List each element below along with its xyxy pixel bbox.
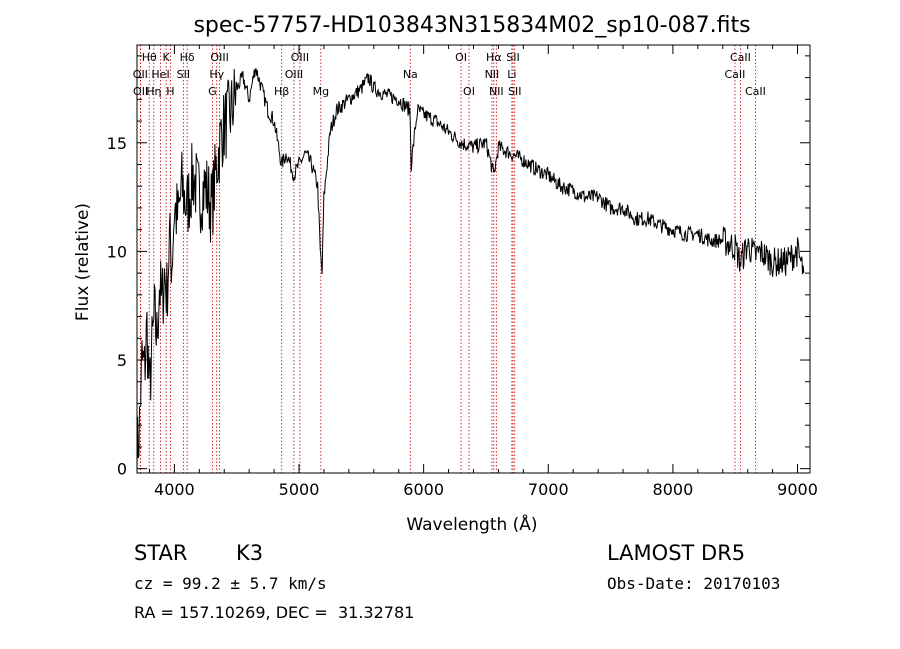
plot-frame [136, 44, 811, 474]
chart-title: spec-57757-HD103843N315834M02_sp10-087.f… [193, 13, 750, 38]
survey-name: LAMOST DR5 [607, 541, 746, 565]
spectral-line-label: HeI [151, 68, 169, 81]
spectral-line-label: SII [506, 51, 519, 64]
spectral-line-label: G [208, 85, 217, 98]
spectral-line-label: Mg [313, 85, 329, 98]
spectral-line-label: NII [485, 68, 500, 81]
spectral-line-label: SII [508, 85, 521, 98]
spectral-line-label: H [166, 85, 174, 98]
x-axis: 4000 5000 6000 7000 8000 9000 [148, 45, 818, 499]
spectral-subclass: K3 [236, 541, 264, 565]
spectral-line-label: OI [455, 51, 467, 64]
spectral-line-label: CaII [745, 85, 766, 98]
spectral-line-label: OII [133, 68, 148, 81]
spectral-line-label: Hγ [209, 68, 224, 81]
spectral-line-label: OI [463, 85, 475, 98]
spectral-line-label: OIII [285, 68, 303, 81]
redshift-cz: cz = 99.2 ± 5.7 km/s [134, 574, 327, 593]
spectral-line-label: Hδ [180, 51, 195, 64]
spectral-line-label: Na [403, 68, 418, 81]
spectral-line-label: SII [177, 68, 190, 81]
spectral-line-label: Li [507, 68, 516, 81]
spectral-line-label: K [163, 51, 171, 64]
y-tick-label: 15 [107, 134, 127, 153]
spectrum-line [136, 68, 805, 474]
object-type: STAR [134, 541, 188, 565]
spectral-line-label: Hη [146, 85, 161, 98]
x-tick-label: 5000 [279, 480, 320, 499]
x-axis-label: Wavelength (Å) [406, 513, 537, 535]
spectral-line-label: OIII [291, 51, 309, 64]
spectral-line-label: CaII [730, 51, 751, 64]
x-tick-label: 8000 [653, 480, 694, 499]
observation-date: Obs-Date: 20170103 [607, 574, 781, 593]
spectral-line-label: CaII [725, 68, 746, 81]
y-tick-label: 5 [117, 351, 127, 370]
x-tick-label: 7000 [528, 480, 569, 499]
spectral-line-label: NII [489, 85, 504, 98]
y-axis-label: Flux (relative) [73, 203, 93, 321]
spectral-line-label: Hα [486, 51, 502, 64]
spectral-line-label: Hβ [274, 85, 289, 98]
coordinates: RA = 157.10269, DEC = 31.32781 [134, 603, 415, 622]
x-tick-label: 6000 [403, 480, 444, 499]
y-tick-label: 0 [117, 460, 127, 479]
x-tick-label: 9000 [777, 480, 818, 499]
spectral-line-label: OIII [210, 51, 228, 64]
y-tick-label: 10 [107, 242, 127, 261]
y-axis: 0 5 10 15 [107, 55, 810, 479]
spectral-line-label: Hθ [142, 51, 157, 64]
x-tick-label: 4000 [154, 480, 195, 499]
